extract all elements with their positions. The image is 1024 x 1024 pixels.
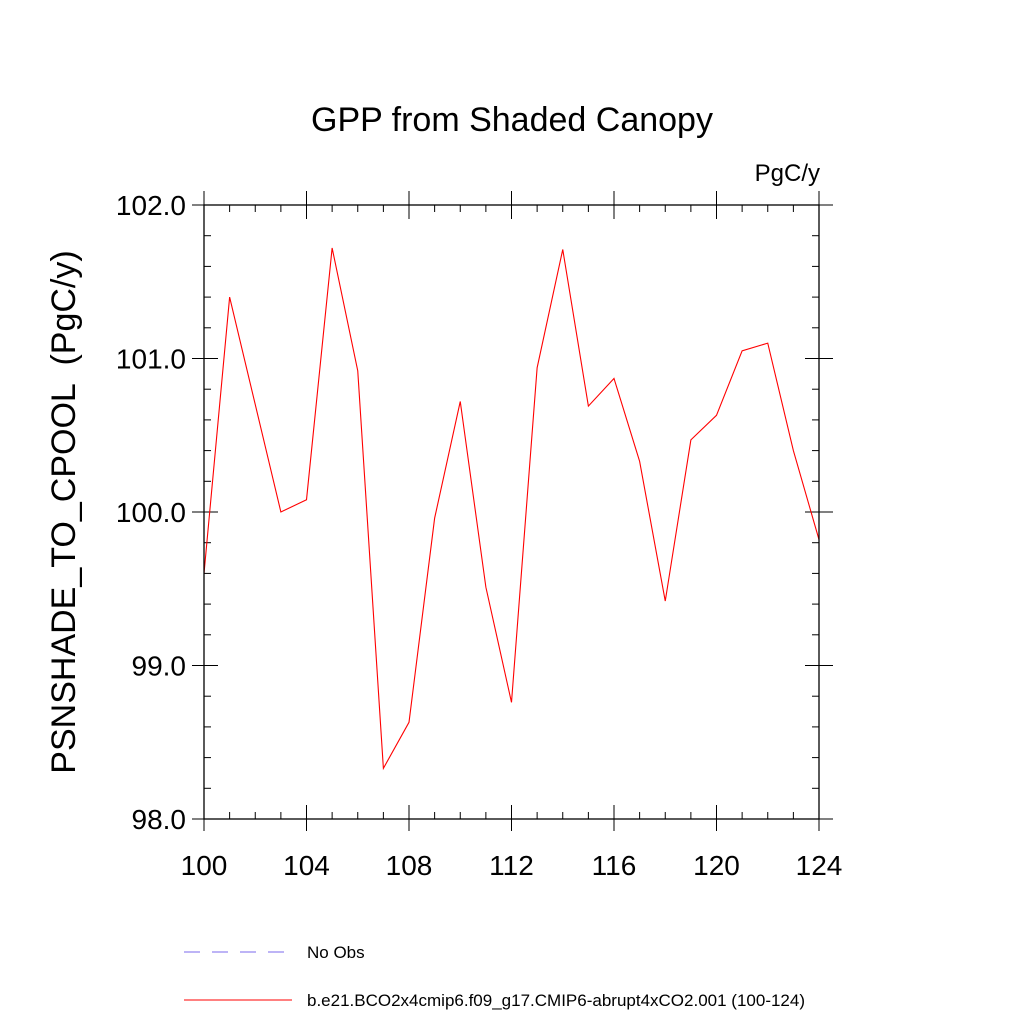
legend-label: b.e21.BCO2x4cmip6.f09_g17.CMIP6-abrupt4x… bbox=[307, 991, 805, 1010]
x-tick-label: 120 bbox=[693, 850, 740, 881]
y-tick-label: 98.0 bbox=[132, 804, 187, 835]
x-tick-label: 100 bbox=[181, 850, 228, 881]
y-tick-label: 102.0 bbox=[116, 190, 186, 221]
chart-title: GPP from Shaded Canopy bbox=[311, 101, 713, 139]
tick-labels: 100 104 108 112 116 120 124 98.0 99.0 100.0 101.0 1… bbox=[116, 190, 842, 881]
x-tick-label: 112 bbox=[489, 850, 534, 881]
axis-ticks bbox=[192, 191, 833, 831]
y-tick-label: 101.0 bbox=[116, 344, 186, 375]
y-axis-label: PSNSHADE_TO_CPOOL (PgC/y) bbox=[45, 250, 83, 773]
x-tick-label: 124 bbox=[796, 850, 843, 881]
y-tick-label: 100.0 bbox=[116, 497, 186, 528]
units-label: PgC/y bbox=[755, 160, 820, 187]
legend: No Obs b.e21.BCO2x4cmip6.f09_g17.CMIP6-ab… bbox=[184, 943, 805, 1010]
legend-label: No Obs bbox=[307, 943, 365, 962]
x-tick-label: 108 bbox=[386, 850, 433, 881]
series-layer bbox=[204, 247, 819, 771]
plot-frame bbox=[203, 204, 820, 820]
x-tick-label: 116 bbox=[592, 850, 637, 881]
x-tick-label: 104 bbox=[283, 850, 330, 881]
series-line bbox=[204, 247, 819, 771]
y-tick-label: 99.0 bbox=[132, 651, 187, 682]
